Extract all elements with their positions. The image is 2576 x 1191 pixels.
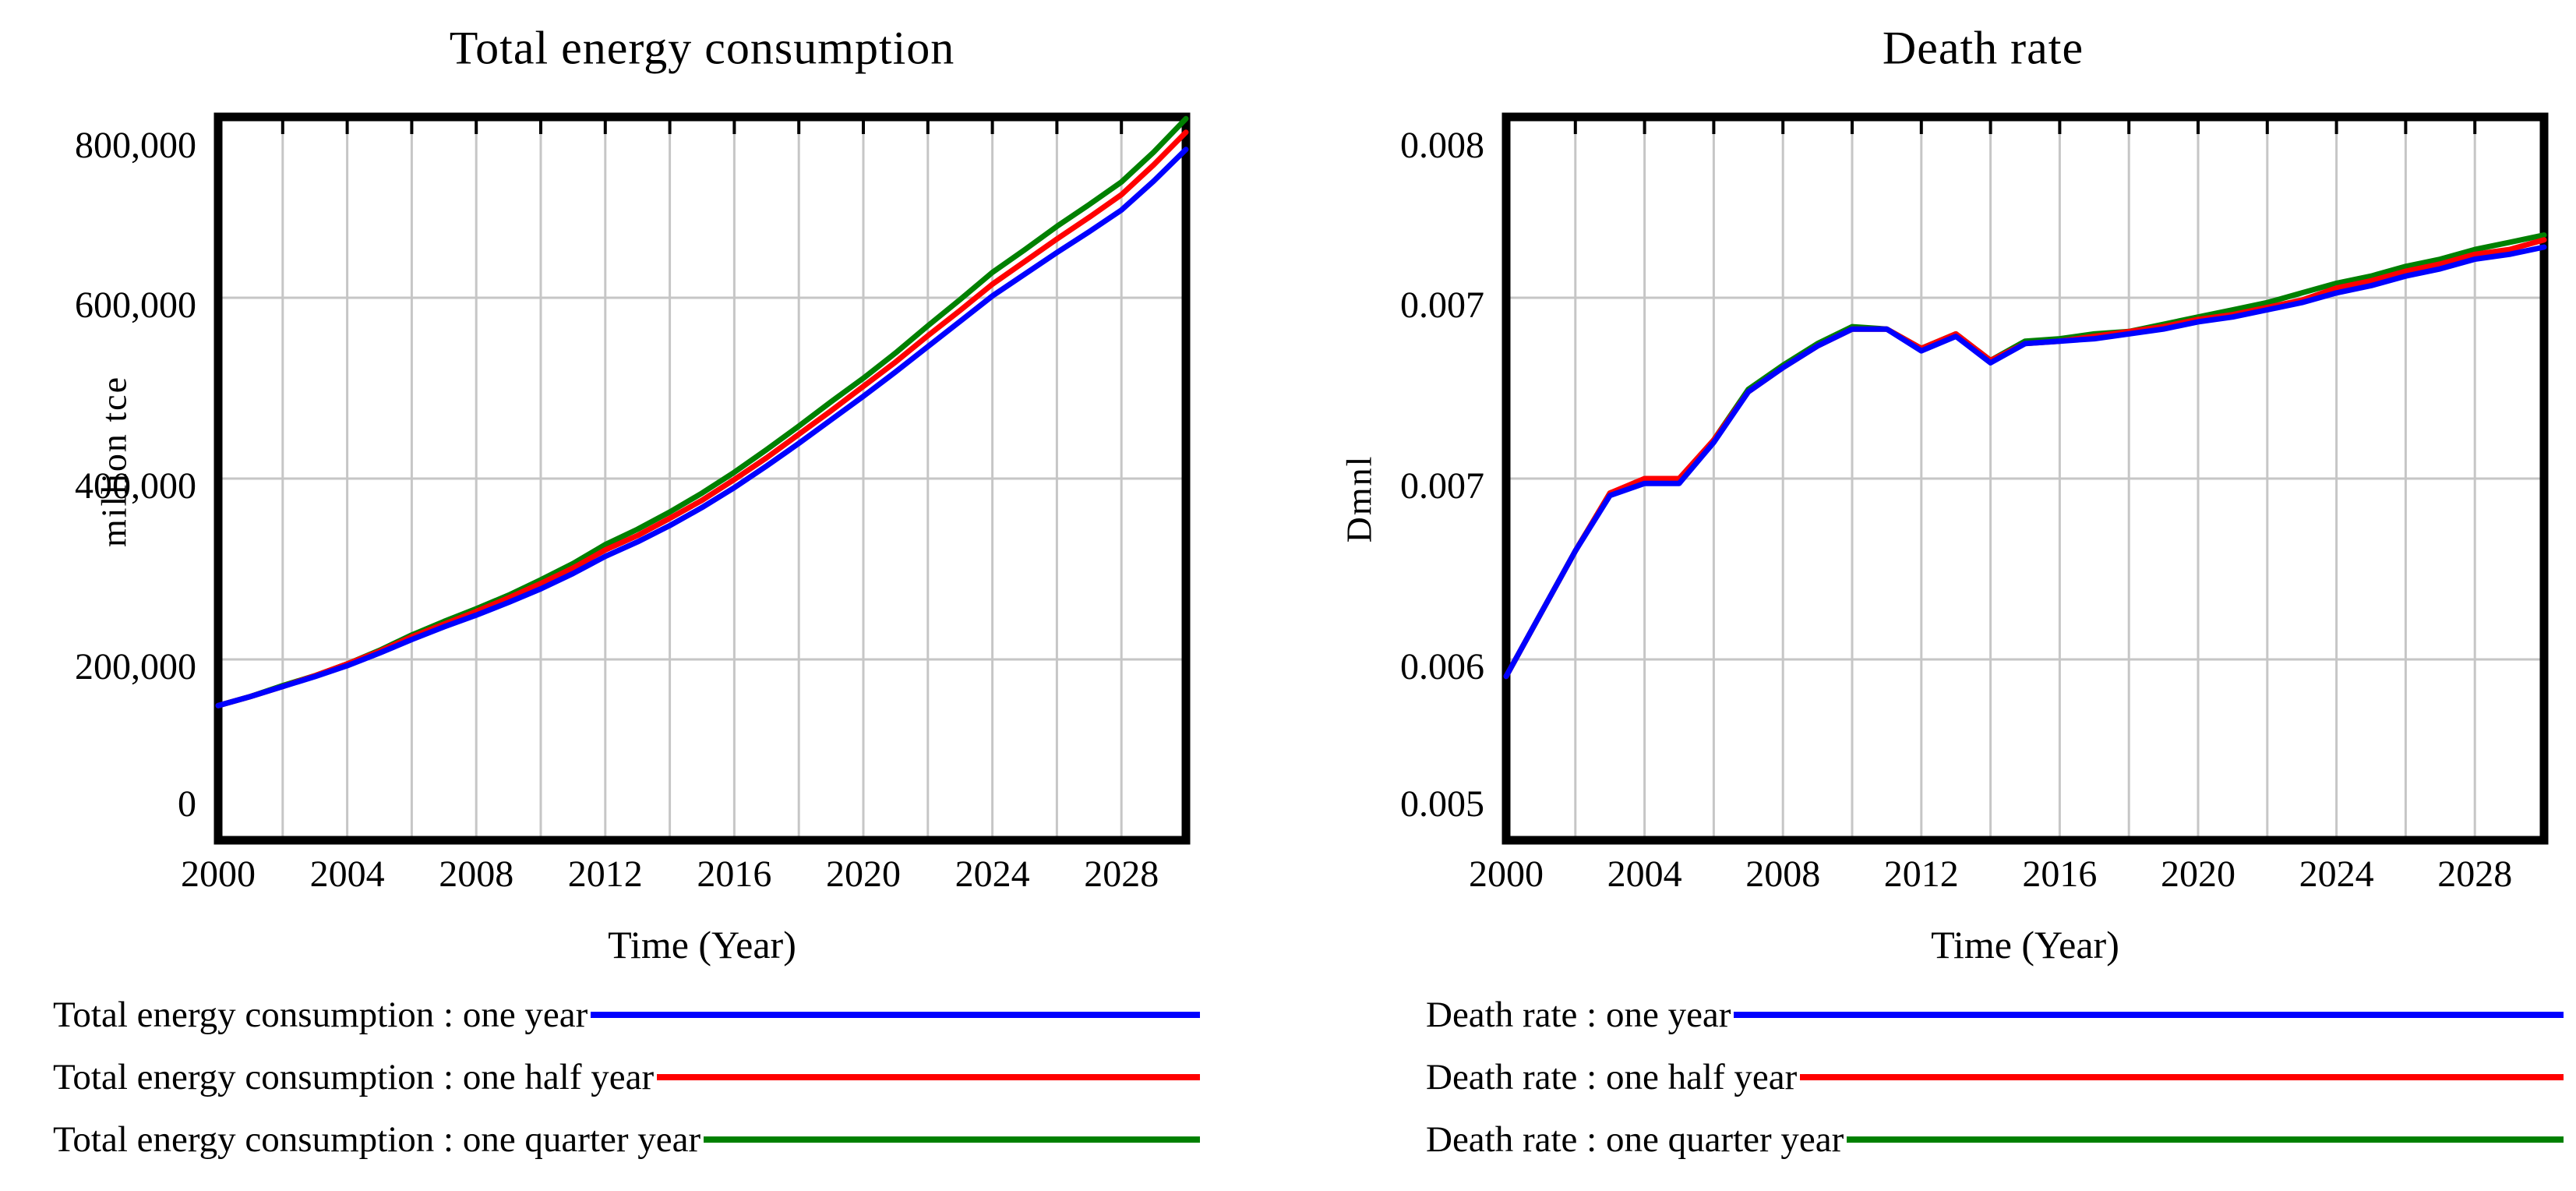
plot-frame [213,112,1191,845]
legend-row: Total energy consumption : one year [53,984,1200,1046]
legend-label: Death rate : one quarter year [1426,1119,1844,1160]
x-tick-label: 2012 [567,853,643,895]
legend-line-blue [591,1012,1200,1018]
y-axis-label-dmnl: Dmnl [1339,454,1379,543]
y-tick-label: 0.008 [1400,125,1484,166]
legend-label: Total energy consumption : one quarter y… [53,1119,701,1160]
y-tick-label: 600,000 [75,284,196,326]
y-tick-label: 0.007 [1400,284,1484,326]
series-line-one-year [215,147,1189,709]
x-tick-label: 2024 [955,853,1030,895]
x-tick-label: 2000 [181,853,256,895]
legend-row: Total energy consumption : one half year [53,1046,1200,1108]
legend-label: Death rate : one year [1426,995,1731,1035]
legend-row: Total energy consumption : one quarter y… [53,1108,1200,1171]
legend-line-red [1800,1074,2564,1080]
x-tick-label: 2020 [826,853,901,895]
y-tick-label: 0.005 [1400,783,1484,825]
x-tick-label: 2004 [1607,853,1682,895]
x-tick-label: 2016 [2022,853,2098,895]
x-tick-label: 2028 [1084,853,1159,895]
y-axis-label-million-tce: million tce [94,375,134,548]
legend-line-red [657,1074,1200,1080]
x-tick-label: 2000 [1469,853,1544,895]
x-axis-label-time-year-left: Time (Year) [608,923,796,967]
x-tick-label: 2008 [439,853,514,895]
legend-total-energy: Total energy consumption : one year Tota… [53,984,1200,1171]
legend-line-blue [1734,1012,2564,1018]
x-axis-label-time-year-right: Time (Year) [1931,923,2119,967]
y-tick-label: 200,000 [75,646,196,687]
x-tick-label: 2020 [2161,853,2235,895]
series-line-one-year [1503,244,2547,680]
x-tick-label: 2004 [309,853,385,895]
legend-line-green [704,1136,1200,1143]
legend-death-rate: Death rate : one year Death rate : one h… [1426,984,2564,1171]
series-line-one-half-year [1503,237,2547,680]
chart-title-total-energy: Total energy consumption [449,22,955,74]
x-tick-label: 2008 [1745,853,1821,895]
legend-label: Death rate : one half year [1426,1057,1798,1097]
x-tick-label: 2016 [697,853,772,895]
y-tick-label: 0.007 [1400,465,1484,507]
y-tick-label: 0.006 [1400,646,1484,687]
y-tick-label: 800,000 [75,125,196,166]
series-line-one-half-year [215,129,1189,709]
legend-row: Death rate : one half year [1426,1046,2564,1108]
x-tick-label: 2024 [2299,853,2374,895]
x-tick-label: 2012 [1883,853,1959,895]
legend-label: Total energy consumption : one half year [53,1057,655,1097]
legend-line-green [1847,1136,2564,1143]
y-tick-label: 400,000 [75,465,196,507]
plot-frame [1501,112,2549,845]
legend-row: Death rate : one quarter year [1426,1108,2564,1171]
series-line-one-quarter-year [215,115,1189,709]
legend-row: Death rate : one year [1426,984,2564,1046]
series-line-one-quarter-year [1503,232,2547,680]
legend-label: Total energy consumption : one year [53,995,588,1035]
x-tick-label: 2028 [2437,853,2513,895]
chart-title-death-rate: Death rate [1882,22,2084,74]
y-tick-label: 0 [178,783,196,825]
